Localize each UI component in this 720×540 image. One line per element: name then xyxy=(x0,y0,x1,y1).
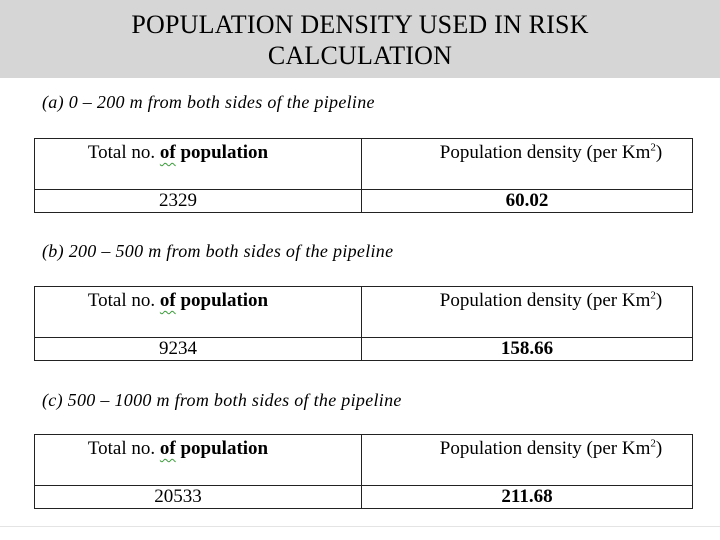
header-total-population: Total no. of population xyxy=(34,286,362,338)
header-population-density: Population density (per Km2) xyxy=(361,286,693,338)
table-section-c: Total no. of population Population densi… xyxy=(34,434,693,509)
density-value: 211.68 xyxy=(361,485,693,509)
spellcheck-underline: of xyxy=(159,290,176,311)
header-total-population: Total no. of population xyxy=(34,434,362,486)
spellcheck-underline: of xyxy=(159,438,176,459)
section-label-a: (a) 0 – 200 m from both sides of the pip… xyxy=(42,92,375,112)
table-row: 20533 211.68 xyxy=(34,485,693,509)
header-total-population: Total no. of population xyxy=(34,138,362,190)
header-population-density: Population density (per Km2) xyxy=(361,434,693,486)
bottom-divider xyxy=(0,526,720,527)
header-population-density: Population density (per Km2) xyxy=(361,138,693,190)
table-header-row: Total no. of population Population densi… xyxy=(34,434,693,486)
table-section-a: Total no. of population Population densi… xyxy=(34,138,693,213)
table-row: 9234 158.66 xyxy=(34,337,693,361)
title-banner: POPULATION DENSITY USED IN RISK CALCULAT… xyxy=(0,0,720,78)
population-value: 9234 xyxy=(34,337,362,361)
table-row: 2329 60.02 xyxy=(34,189,693,213)
section-label-c: (c) 500 – 1000 m from both sides of the … xyxy=(42,390,402,410)
density-value: 158.66 xyxy=(361,337,693,361)
slide-title: POPULATION DENSITY USED IN RISK CALCULAT… xyxy=(131,10,589,70)
table-header-row: Total no. of population Population densi… xyxy=(34,138,693,190)
population-value: 2329 xyxy=(34,189,362,213)
population-value: 20533 xyxy=(34,485,362,509)
table-header-row: Total no. of population Population densi… xyxy=(34,286,693,338)
spellcheck-underline: of xyxy=(159,142,176,163)
table-section-b: Total no. of population Population densi… xyxy=(34,286,693,361)
density-value: 60.02 xyxy=(361,189,693,213)
section-label-b: (b) 200 – 500 m from both sides of the p… xyxy=(42,241,394,261)
